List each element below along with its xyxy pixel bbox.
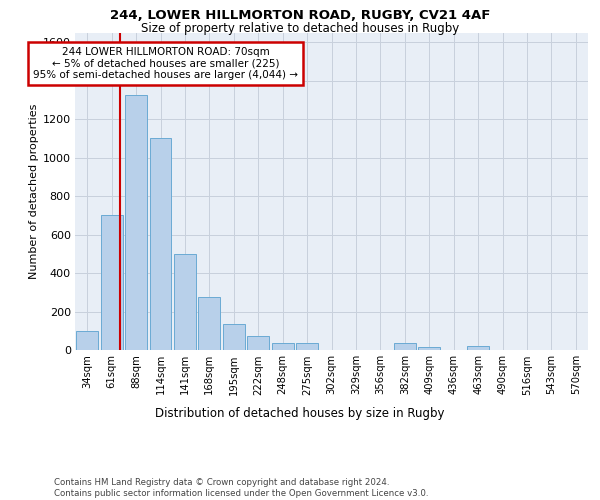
Bar xyxy=(101,216,122,350)
Bar xyxy=(223,324,245,350)
Bar xyxy=(247,336,269,350)
Bar xyxy=(149,138,172,350)
Bar xyxy=(296,344,318,350)
Bar xyxy=(418,347,440,350)
Text: Size of property relative to detached houses in Rugby: Size of property relative to detached ho… xyxy=(141,22,459,35)
Bar xyxy=(199,297,220,350)
Text: Distribution of detached houses by size in Rugby: Distribution of detached houses by size … xyxy=(155,408,445,420)
Text: 244 LOWER HILLMORTON ROAD: 70sqm
← 5% of detached houses are smaller (225)
95% o: 244 LOWER HILLMORTON ROAD: 70sqm ← 5% of… xyxy=(33,47,298,80)
Bar xyxy=(125,95,147,350)
Text: 244, LOWER HILLMORTON ROAD, RUGBY, CV21 4AF: 244, LOWER HILLMORTON ROAD, RUGBY, CV21 … xyxy=(110,9,490,22)
Y-axis label: Number of detached properties: Number of detached properties xyxy=(29,104,38,279)
Bar xyxy=(76,331,98,350)
Bar xyxy=(174,254,196,350)
Bar xyxy=(272,344,293,350)
Bar xyxy=(394,344,416,350)
Bar xyxy=(467,346,489,350)
Text: Contains HM Land Registry data © Crown copyright and database right 2024.
Contai: Contains HM Land Registry data © Crown c… xyxy=(54,478,428,498)
